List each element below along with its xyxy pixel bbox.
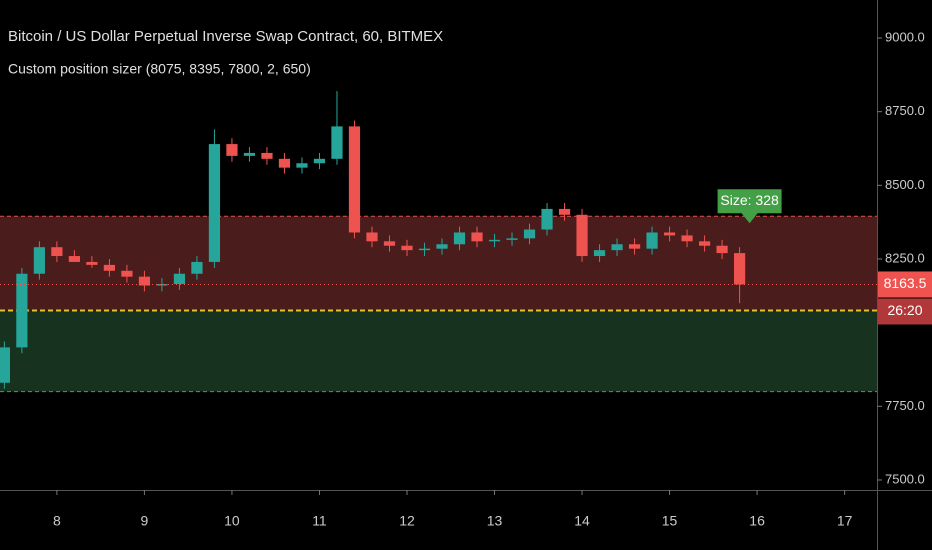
- countdown-label: 26:20: [887, 302, 922, 318]
- candle-body: [243, 152, 256, 156]
- candle-body: [523, 229, 536, 239]
- candle-body: [453, 232, 466, 245]
- countdown-box: [878, 298, 932, 325]
- candle-body: [418, 248, 431, 251]
- indicator-label: Custom position sizer (8075, 8395, 7800,…: [8, 61, 311, 77]
- candle-body: [51, 247, 63, 257]
- y-tick-label: 9000.0: [885, 29, 925, 44]
- candle-body: [226, 144, 238, 156]
- candle-body: [628, 244, 641, 249]
- candle-body: [156, 284, 168, 286]
- candle-body: [698, 241, 711, 246]
- candle-body: [0, 347, 10, 383]
- x-tick-label: 9: [141, 513, 149, 529]
- candle-body: [576, 214, 588, 257]
- profit-zone: [0, 310, 877, 392]
- y-tick-label: 8250.0: [885, 250, 925, 265]
- candle-body: [16, 273, 28, 348]
- size-label: Size: 328: [720, 192, 779, 208]
- x-tick-label: 15: [662, 513, 678, 529]
- candle-body: [68, 256, 80, 262]
- x-tick-label: 14: [574, 513, 590, 529]
- x-tick-label: 10: [224, 513, 240, 529]
- candle-body: [208, 144, 221, 262]
- candle-body: [436, 244, 448, 249]
- candle-body: [278, 158, 291, 168]
- candle-body: [261, 152, 273, 159]
- candle-body: [593, 250, 606, 257]
- candle-body: [488, 239, 501, 242]
- x-tick-label: 17: [837, 513, 853, 529]
- last-price-box: [878, 271, 932, 298]
- candle-body: [733, 253, 746, 285]
- loss-zone: [0, 216, 877, 311]
- candle-body: [348, 126, 361, 233]
- candle-body: [646, 232, 658, 249]
- candle-body: [558, 208, 571, 215]
- size-callout: [717, 189, 782, 224]
- candle-body: [173, 273, 186, 285]
- x-tick-label: 11: [312, 513, 327, 529]
- y-tick-label: 7750.0: [885, 398, 925, 413]
- x-tick-label: 12: [399, 513, 415, 529]
- x-tick-label: 16: [749, 513, 765, 529]
- candle-body: [471, 232, 483, 242]
- last-price-label: 8163.5: [884, 275, 927, 291]
- candle-body: [121, 270, 133, 277]
- candle-body: [296, 163, 308, 168]
- candle-body: [541, 208, 553, 230]
- chart-title: Bitcoin / US Dollar Perpetual Inverse Sw…: [8, 28, 443, 45]
- candle-body: [191, 261, 203, 274]
- candle-body: [366, 232, 378, 242]
- candle-body: [506, 238, 518, 240]
- candle-body: [86, 261, 98, 265]
- y-tick-label: 8750.0: [885, 103, 925, 118]
- x-tick-label: 8: [53, 513, 61, 529]
- candle-body: [383, 241, 396, 246]
- candle-body: [138, 276, 151, 286]
- candle-body: [681, 235, 693, 242]
- candle-body: [103, 264, 116, 271]
- candle-body: [33, 247, 45, 274]
- y-tick-label: 7500.0: [885, 471, 925, 486]
- x-tick-label: 13: [487, 513, 503, 529]
- y-tick-label: 8500.0: [885, 177, 925, 192]
- candle-body: [716, 245, 728, 254]
- candle-body: [611, 244, 623, 251]
- candle-body: [401, 245, 413, 251]
- candle-body: [313, 158, 326, 164]
- candle-body: [663, 232, 676, 236]
- candle-body: [331, 126, 343, 159]
